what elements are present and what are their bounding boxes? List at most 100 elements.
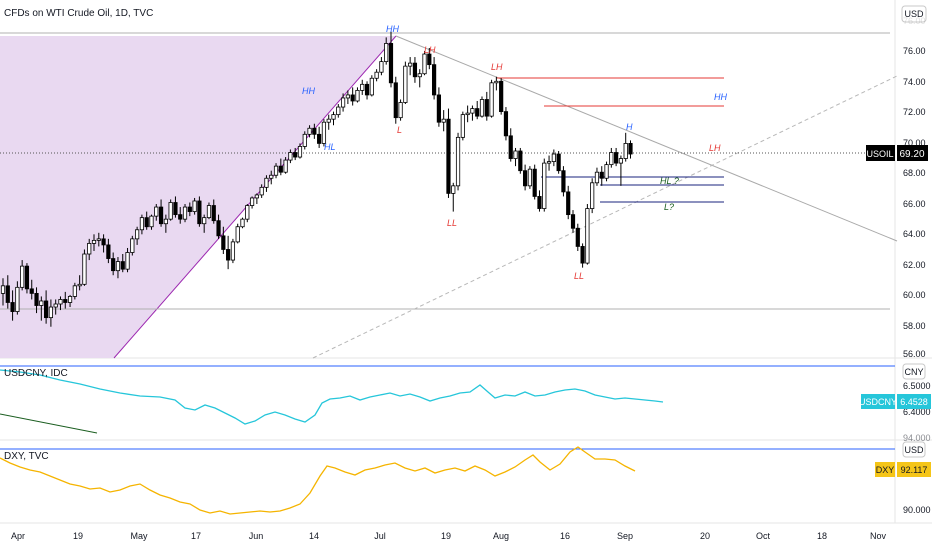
candle-down	[158, 206, 164, 225]
price-tick-partial: 76.00	[903, 16, 926, 26]
candle-up	[623, 143, 628, 159]
candle-up	[460, 114, 465, 138]
candlestick-series	[0, 31, 633, 327]
candle-up	[441, 118, 446, 123]
candle-up	[494, 80, 499, 84]
candle-up	[15, 286, 20, 312]
candle-down	[34, 292, 39, 306]
candle-up	[331, 114, 336, 120]
usdcny-symbol-label: USDCNY	[859, 397, 897, 407]
candle-up	[585, 208, 590, 264]
candle-up	[72, 285, 77, 297]
time-tick: 16	[560, 531, 570, 541]
candle-down	[388, 43, 394, 84]
candle-up	[67, 296, 73, 303]
candle-up	[527, 168, 533, 187]
candle-up	[53, 303, 58, 308]
candle-up	[403, 65, 408, 103]
candle-up	[340, 97, 346, 108]
candle-down	[628, 143, 633, 155]
candle-up	[130, 238, 135, 253]
candle-down	[293, 152, 298, 158]
candle-down	[499, 80, 504, 113]
candle-down	[446, 118, 451, 194]
candle-up	[336, 106, 341, 116]
candle-up	[245, 205, 250, 220]
usdcny-currency-selector[interactable]	[902, 363, 926, 380]
usoil-price-value: 69.20	[899, 149, 924, 160]
price-tick: 66.00	[903, 199, 926, 209]
candle-up	[58, 299, 63, 305]
usdcny-value: 6.4528	[900, 397, 928, 407]
price-axis[interactable]: 76.00 74.00 72.00 70.00 68.00 66.00 64.0…	[903, 46, 926, 359]
candle-down	[29, 288, 34, 294]
pattern-label: LL	[447, 218, 457, 228]
time-axis[interactable]: Apr 19 May 17 Jun 14 Jul 19 Aug 16 Sep 2…	[11, 531, 887, 541]
currency-selector[interactable]	[901, 5, 927, 23]
candle-up	[0, 285, 6, 294]
currency-label: USD	[904, 9, 924, 19]
candle-down	[599, 171, 604, 179]
time-tick: 20	[700, 531, 710, 541]
candle-up	[546, 161, 552, 164]
candle-down	[178, 214, 183, 220]
dxy-symbol-label: DXY	[876, 465, 895, 475]
candle-down	[173, 202, 178, 216]
candle-down	[312, 127, 317, 135]
candle-up	[39, 300, 44, 306]
candle-up	[470, 108, 475, 114]
candle-up	[609, 152, 614, 166]
candle-down	[614, 152, 619, 164]
dxy-value: 92.117	[901, 465, 928, 475]
candle-down	[111, 258, 116, 272]
candle-down	[317, 133, 322, 144]
candle-up	[149, 215, 154, 228]
time-tick: Sep	[617, 531, 633, 541]
candle-down	[350, 94, 355, 102]
candle-up	[345, 94, 350, 99]
candle-up	[321, 121, 327, 144]
dxy-currency-label: USD	[904, 445, 924, 455]
candle-up	[542, 162, 547, 209]
usdcny-tick: 6.5000	[903, 381, 931, 391]
candle-up	[422, 53, 427, 75]
price-tick: 64.00	[903, 229, 926, 239]
candle-down	[570, 214, 576, 229]
candle-down	[197, 200, 202, 225]
candle-up	[288, 152, 293, 161]
time-tick: 18	[817, 531, 827, 541]
candle-up	[408, 62, 413, 67]
candle-up	[82, 253, 87, 285]
candle-down	[226, 249, 231, 261]
pattern-label: LH	[424, 45, 436, 55]
dxy-currency-selector[interactable]	[902, 441, 926, 458]
usoil-symbol-badge	[866, 145, 895, 161]
candle-up	[297, 146, 303, 158]
usdcny-trend-line	[0, 413, 98, 434]
candle-up	[369, 77, 374, 96]
candle-up	[230, 241, 236, 261]
price-tick: 76.00	[903, 46, 926, 56]
candle-up	[551, 153, 556, 162]
candle-up	[20, 265, 25, 288]
candle-up	[125, 252, 130, 270]
pattern-label: HL	[324, 142, 336, 152]
usdcny-line	[0, 369, 664, 425]
candle-down	[10, 302, 15, 312]
usdcny-tick: 6.4000	[903, 407, 931, 417]
candle-up	[77, 283, 82, 287]
candle-up	[154, 206, 159, 217]
candle-down	[475, 108, 480, 117]
candle-down	[436, 94, 441, 123]
candle-down	[575, 227, 580, 247]
candle-up	[264, 177, 269, 188]
candle-down	[503, 111, 509, 137]
price-tick: 70.00	[903, 138, 926, 148]
candle-down	[537, 196, 542, 209]
candle-up	[455, 136, 461, 187]
usdcny-value-badge	[897, 394, 931, 409]
candle-down	[508, 135, 513, 159]
candle-up	[360, 83, 365, 91]
candle-up	[465, 112, 470, 116]
